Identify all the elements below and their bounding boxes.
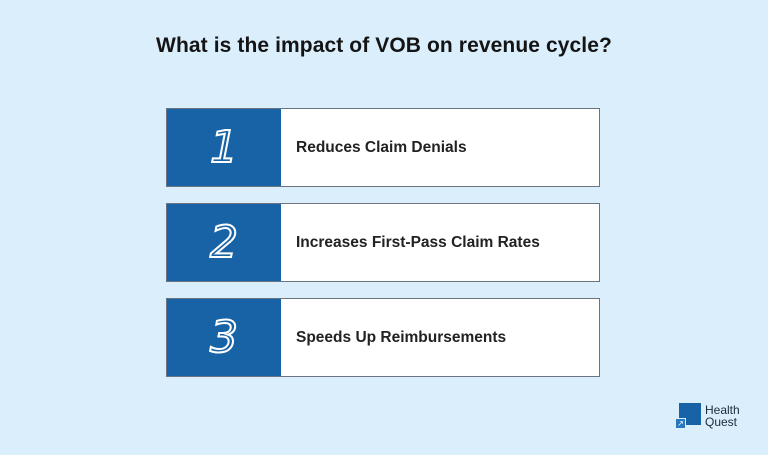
item-label: Increases First-Pass Claim Rates: [296, 233, 540, 251]
item-number: 3: [209, 311, 239, 364]
number-badge: 3: [167, 299, 281, 376]
logo-line-1: Health: [705, 403, 740, 417]
item-label: Reduces Claim Denials: [296, 138, 467, 156]
item-number: 2: [209, 216, 239, 269]
page-title: What is the impact of VOB on revenue cyc…: [156, 34, 612, 57]
arrow-up-right-icon: ↗: [675, 418, 686, 429]
number-badge: 2: [167, 204, 281, 281]
health-quest-logo: ↗ Health Quest: [675, 403, 740, 429]
impact-item-3: 3 Speeds Up Reimbursements: [166, 298, 600, 377]
number-badge: 1: [167, 109, 281, 186]
logo-mark: ↗: [675, 403, 701, 429]
item-number: 1: [209, 121, 239, 174]
logo-line-2: Quest: [705, 415, 738, 429]
logo-text: Health Quest: [705, 404, 740, 428]
impact-item-1: 1 Reduces Claim Denials: [166, 108, 600, 187]
item-label: Speeds Up Reimbursements: [296, 328, 507, 346]
impact-item-2: 2 Increases First-Pass Claim Rates: [166, 203, 600, 282]
